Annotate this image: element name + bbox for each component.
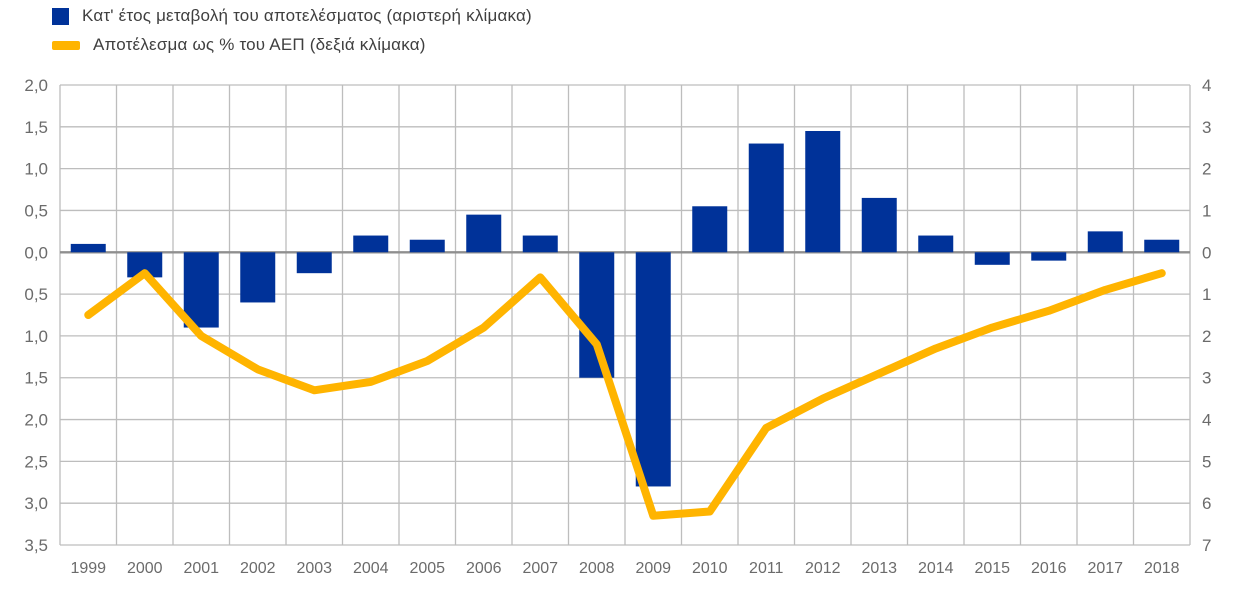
right-axis-tick: 1 (1202, 201, 1211, 220)
right-axis-tick: 3 (1202, 118, 1211, 137)
bar-2001 (183, 252, 219, 328)
legend-item-bar-series: Κατ' έτος μεταβολή του αποτελέσματος (αρ… (52, 4, 532, 28)
x-axis-tick: 2009 (635, 560, 671, 577)
balance-line (84, 269, 1166, 520)
right-axis-tick: 1 (1202, 285, 1211, 304)
x-axis-tick: 2002 (240, 560, 276, 577)
left-axis-tick: 0,5 (24, 285, 48, 304)
x-axis-tick: 2005 (409, 560, 445, 577)
right-axis-tick: 5 (1202, 452, 1211, 471)
left-axis-tick: 2,5 (24, 452, 48, 471)
bar-2007 (522, 235, 558, 253)
bar-2005 (409, 239, 445, 253)
bar-2009 (635, 252, 671, 487)
x-axis-tick: 2010 (692, 560, 728, 577)
left-axis-tick: 0,5 (24, 201, 48, 220)
x-axis-tick: 2004 (353, 560, 389, 577)
right-axis-tick: 6 (1202, 494, 1211, 513)
x-axis-tick: 2000 (127, 560, 163, 577)
left-axis-tick: 0,0 (24, 243, 48, 262)
bar-2012 (805, 131, 841, 253)
legend-label-bar-series: Κατ' έτος μεταβολή του αποτελέσματος (αρ… (82, 6, 532, 25)
right-axis-tick: 4 (1202, 76, 1211, 95)
left-axis-tick: 3,0 (24, 494, 48, 513)
bar-2017 (1087, 231, 1123, 253)
x-axis-tick: 2017 (1087, 560, 1123, 577)
left-axis-tick: 2,0 (24, 76, 48, 95)
left-axis-tick: 1,0 (24, 160, 48, 179)
bar-2010 (692, 206, 728, 253)
bar-2008 (579, 252, 615, 378)
left-axis-tick: 3,5 (24, 536, 48, 555)
x-axis-tick: 2013 (861, 560, 897, 577)
right-axis-tick: 7 (1202, 536, 1211, 555)
right-axis-tick: 3 (1202, 369, 1211, 388)
bar-2004 (353, 235, 389, 253)
x-axis-tick: 2015 (974, 560, 1010, 577)
line-series-swatch-icon (52, 40, 80, 50)
legend-item-line-series: Αποτέλεσμα ως % του ΑΕΠ (δεξιά κλίμακα) (52, 33, 532, 57)
right-axis-tick: 2 (1202, 327, 1211, 346)
x-axis-tick: 2001 (183, 560, 219, 577)
bar-series-swatch-icon (52, 7, 69, 25)
right-axis-tick: 4 (1202, 411, 1211, 430)
bar-2003 (296, 252, 332, 274)
x-axis-tick: 2006 (466, 560, 502, 577)
left-axis-tick: 1,5 (24, 118, 48, 137)
bar-2016 (1031, 252, 1067, 261)
right-axis-tick: 0 (1202, 243, 1211, 262)
left-axis-tick: 1,5 (24, 369, 48, 388)
left-axis-tick: 1,0 (24, 327, 48, 346)
x-axis-tick: 2016 (1031, 560, 1067, 577)
x-axis-tick: 2007 (522, 560, 558, 577)
bar-2015 (974, 252, 1010, 265)
left-axis-tick: 2,0 (24, 411, 48, 430)
bar-2011 (748, 143, 784, 253)
bar-2006 (466, 214, 502, 253)
legend-label-line-series: Αποτέλεσμα ως % του ΑΕΠ (δεξιά κλίμακα) (93, 35, 426, 54)
bar-2013 (861, 197, 897, 253)
x-axis-tick: 2012 (805, 560, 841, 577)
right-axis-tick: 2 (1202, 160, 1211, 179)
x-axis-tick: 2014 (918, 560, 954, 577)
x-axis-tick: 1999 (70, 560, 106, 577)
x-axis-tick: 2008 (579, 560, 615, 577)
x-axis-tick: 2003 (296, 560, 332, 577)
bar-2018 (1144, 239, 1180, 253)
bar-2002 (240, 252, 276, 303)
bar-1999 (70, 243, 106, 253)
chart-legend: Κατ' έτος μεταβολή του αποτελέσματος (αρ… (52, 4, 532, 57)
x-axis-tick: 2011 (749, 560, 784, 577)
x-axis-tick: 2018 (1144, 560, 1180, 577)
bar-2014 (918, 235, 954, 253)
